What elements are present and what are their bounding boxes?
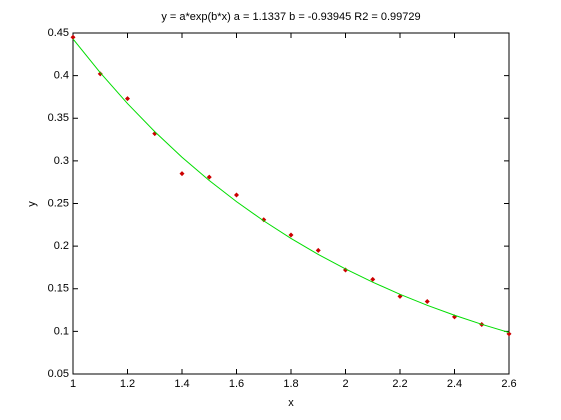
x-tick-label: 1.4 (174, 378, 189, 390)
data-point (125, 96, 130, 102)
y-tick-label: 0.4 (54, 70, 69, 82)
x-tick-label: 1.2 (120, 378, 135, 390)
y-tick-label: 0.1 (54, 325, 69, 337)
y-tick-label: 0.2 (54, 240, 69, 252)
data-point (288, 232, 294, 238)
fit-line (72, 38, 510, 334)
y-axis-label: y (26, 201, 38, 207)
data-point (370, 276, 376, 282)
y-tick-label: 0.3 (54, 155, 69, 167)
x-tick-label: 1 (70, 378, 76, 390)
plot-area (72, 32, 510, 375)
x-tick-label: 1.8 (283, 378, 298, 390)
y-tick-label: 0.15 (48, 283, 69, 295)
y-tick-label: 0.25 (48, 197, 69, 209)
data-point (261, 217, 267, 223)
x-tick-label: 2.2 (392, 378, 407, 390)
x-tick-label: 1.6 (229, 378, 244, 390)
x-tick-label: 2 (342, 378, 348, 390)
chart-title: y = a*exp(b*x) a = 1.1337 b = -0.93945 R… (161, 11, 420, 23)
data-point (315, 247, 321, 253)
y-tick-label: 0.05 (48, 368, 69, 380)
x-axis-label: x (288, 397, 294, 409)
data-point (424, 299, 430, 305)
y-tick-label: 0.45 (48, 27, 69, 39)
data-point (206, 174, 212, 180)
data-point (234, 192, 239, 198)
data-point (97, 71, 103, 77)
y-tick-label: 0.35 (48, 112, 69, 124)
x-tick-label: 2.4 (447, 378, 462, 390)
x-tick-label: 2.6 (501, 378, 516, 390)
data-point (179, 171, 185, 177)
data-point (70, 34, 76, 40)
